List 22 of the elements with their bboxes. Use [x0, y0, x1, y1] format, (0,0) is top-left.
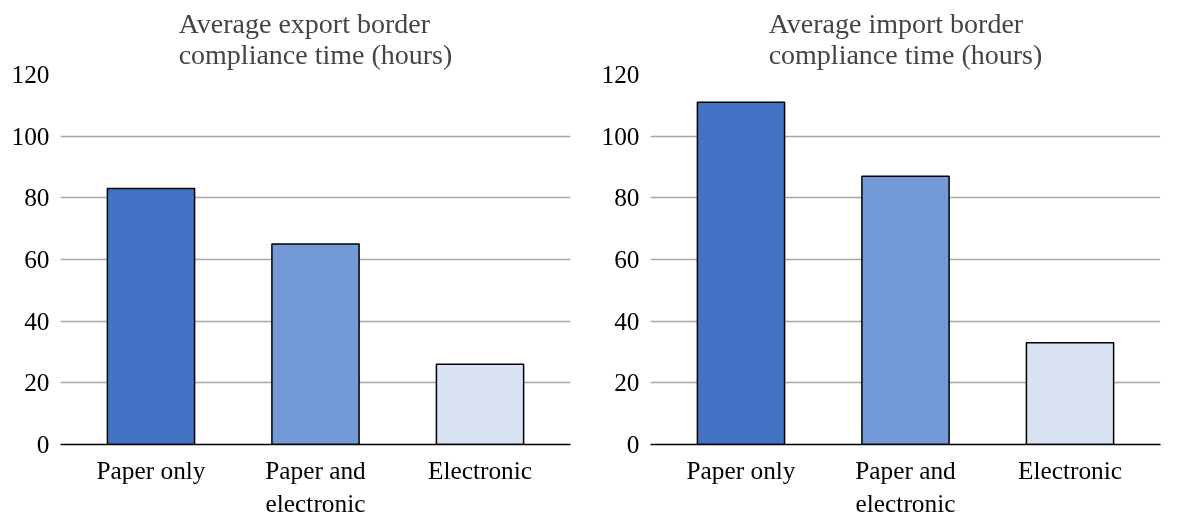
y-tick-label: 40: [614, 306, 640, 335]
x-tick-label: Electronic: [427, 455, 533, 484]
x-tick-label: Paper and electronic: [855, 455, 957, 518]
y-tick-label: 0: [36, 430, 50, 458]
x-tick-label: Paper only: [686, 455, 796, 484]
chart-title: Average export border compliance time (hours): [178, 7, 453, 70]
y-tick-label: 80: [614, 183, 640, 212]
y-tick-label: 120: [601, 60, 640, 88]
y-tick-label: 80: [24, 183, 50, 212]
y-tick-label: 0: [626, 430, 640, 458]
y-tick-label: 20: [24, 368, 50, 397]
y-tick-label: 100: [601, 121, 640, 150]
y-tick-label: 40: [24, 306, 50, 335]
y-tick-label: 120: [11, 60, 50, 88]
y-tick-label: 100: [11, 121, 50, 150]
x-tick-label: Electronic: [1017, 455, 1123, 484]
x-tick-label: Paper and electronic: [265, 455, 367, 518]
y-tick-label: 60: [614, 245, 640, 273]
y-tick-label: 60: [24, 245, 50, 273]
x-tick-label: Paper only: [96, 455, 206, 484]
chart-title: Average import border compliance time (hours): [768, 7, 1043, 70]
y-tick-label: 20: [614, 368, 640, 397]
